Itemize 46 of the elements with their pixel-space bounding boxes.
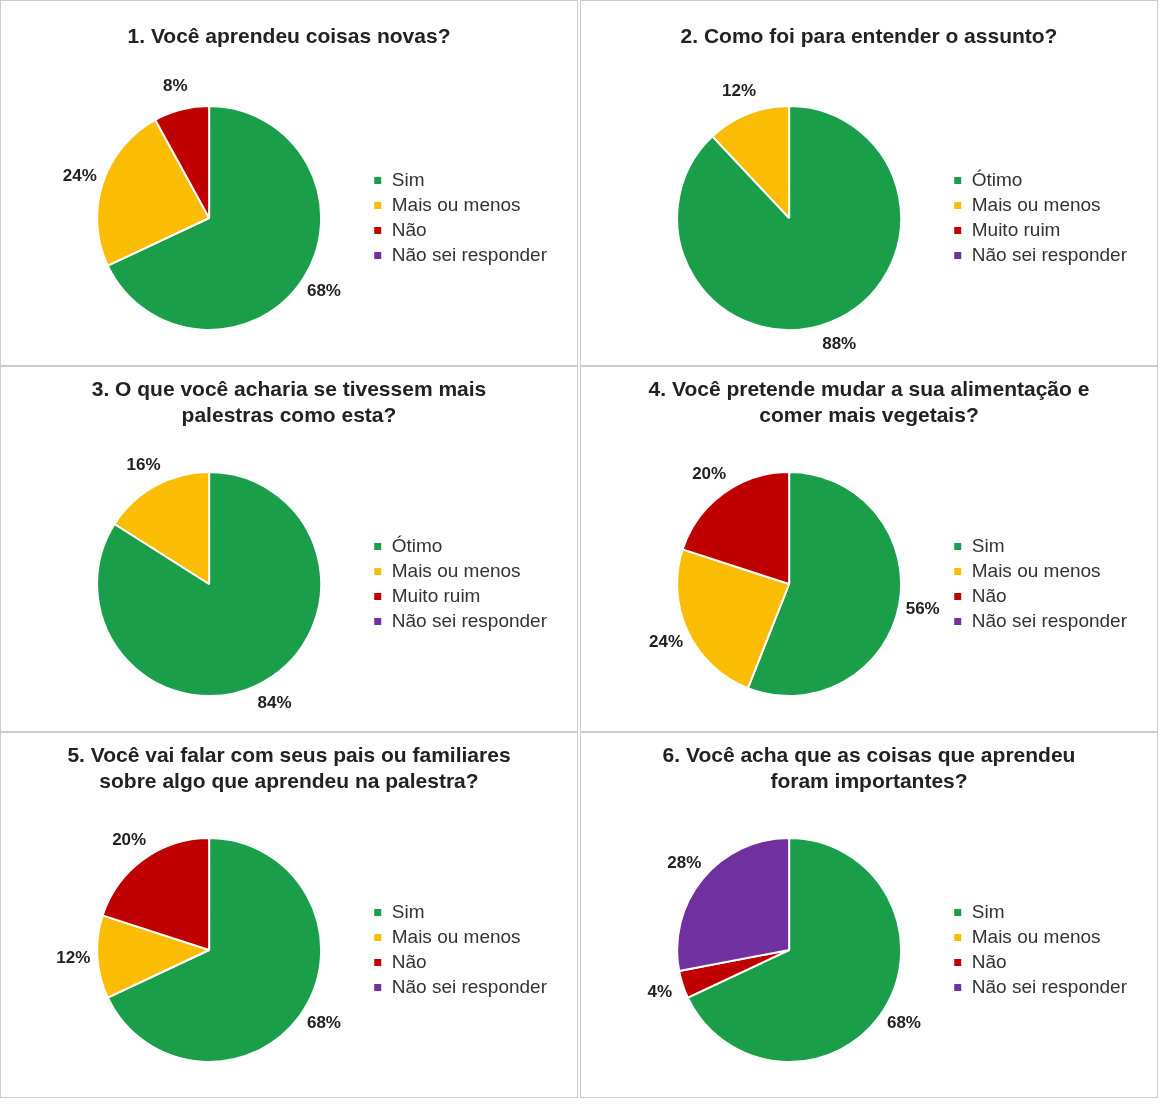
chart-title: 4. Você pretende mudar a sua alimentação e comer mais vegetais? — [647, 376, 1091, 428]
data-label: 24% — [649, 631, 684, 651]
legend-label: Não sei responder — [971, 609, 1128, 631]
legend-label: Ótimo — [391, 534, 443, 556]
data-label: 16% — [126, 454, 161, 474]
chart-title: 3. O que você acharia se tivessem mais palestras como esta? — [90, 376, 488, 428]
data-label: 12% — [56, 948, 91, 968]
chart-title: 5. Você vai falar com seus pais ou familiares sobre algo que aprendeu na palestra? — [66, 742, 512, 794]
legend-label: Não — [971, 584, 1007, 606]
legend-label: Sim — [391, 900, 425, 922]
legend-label: Mais ou menos — [971, 193, 1101, 215]
legend-label: Muito ruim — [971, 218, 1061, 240]
legend-label: Sim — [391, 168, 425, 190]
data-label: 88% — [822, 334, 857, 354]
legend-label: Ótimo — [971, 168, 1023, 190]
legend-label: Mais ou menos — [391, 559, 521, 581]
legend-label: Mais ou menos — [971, 559, 1101, 581]
legend-label: Não sei responder — [971, 243, 1128, 265]
legend-label: Mais ou menos — [391, 193, 521, 215]
chart-title: 2. Como foi para entender o assunto? — [679, 23, 1059, 49]
chart-title: 6. Você acha que as coisas que aprendeu foram importantes? — [661, 742, 1077, 794]
data-label: 20% — [112, 829, 147, 849]
legend-label: Sim — [971, 534, 1005, 556]
legend-label: Sim — [971, 900, 1005, 922]
data-label: 28% — [667, 853, 702, 872]
legend-label: Não — [391, 218, 427, 240]
legend-label: Não — [971, 950, 1007, 972]
legend-label: Não — [391, 950, 427, 972]
legend-label: Não sei responder — [971, 975, 1128, 997]
data-label: 84% — [257, 692, 292, 712]
data-label: 20% — [692, 463, 727, 483]
legend-label: Muito ruim — [391, 584, 481, 606]
legend-label: Mais ou menos — [971, 925, 1101, 947]
data-label: 68% — [886, 1012, 921, 1032]
legend-label: Não sei responder — [391, 609, 548, 631]
data-label: 68% — [306, 280, 341, 300]
legend-label: Não sei responder — [391, 243, 548, 265]
chart-title: 1. Você aprendeu coisas novas? — [126, 23, 452, 49]
data-label: 56% — [905, 599, 940, 619]
data-label: 68% — [306, 1012, 341, 1032]
data-label: 8% — [163, 75, 188, 95]
data-label: 24% — [62, 165, 97, 185]
legend-label: Mais ou menos — [391, 925, 521, 947]
legend-label: Não sei responder — [391, 975, 548, 997]
data-label: 12% — [722, 81, 757, 101]
data-label: 4% — [647, 981, 673, 1001]
